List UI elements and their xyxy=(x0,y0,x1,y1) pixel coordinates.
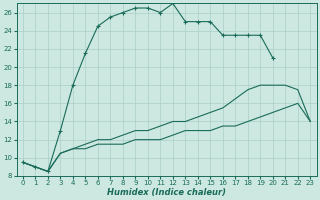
X-axis label: Humidex (Indice chaleur): Humidex (Indice chaleur) xyxy=(107,188,226,197)
